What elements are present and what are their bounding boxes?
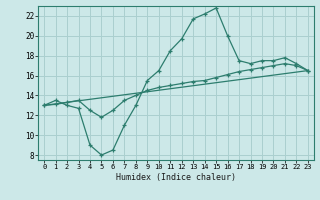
X-axis label: Humidex (Indice chaleur): Humidex (Indice chaleur) [116,173,236,182]
